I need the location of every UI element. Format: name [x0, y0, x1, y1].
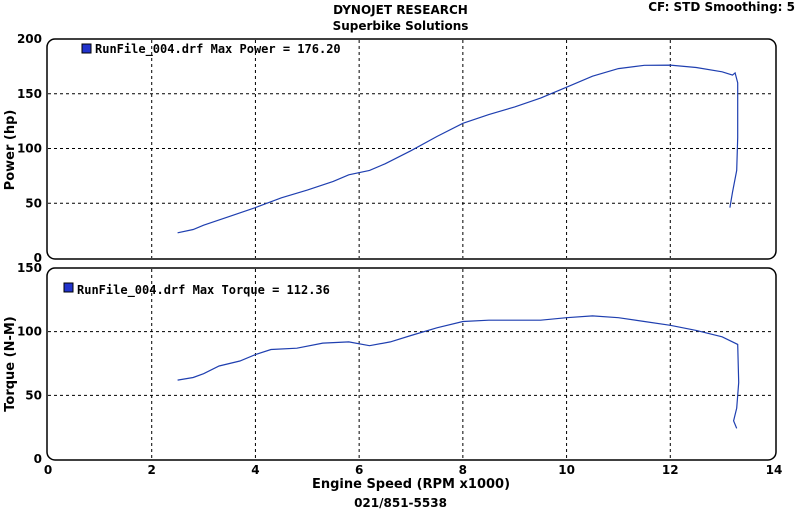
chart-subtitle: Superbike Solutions: [332, 19, 469, 33]
power-legend: RunFile_004.drf Max Power = 176.20: [81, 42, 341, 57]
y-tick-label: 0: [34, 251, 42, 265]
y-tick-label: 0: [34, 452, 42, 466]
chart-title: DYNOJET RESEARCH: [333, 3, 468, 17]
power-grid: [48, 40, 774, 258]
y-tick-label: 150: [17, 87, 42, 101]
x-tick-label: 4: [251, 463, 259, 477]
y-tick-label: 100: [17, 325, 42, 339]
y-tick-label: 150: [17, 261, 42, 275]
settings-readout: CF: STD Smoothing: 5: [648, 0, 795, 14]
x-tick-label: 0: [44, 463, 52, 477]
x-tick-label: 6: [355, 463, 363, 477]
torque-ylabel: Torque (N-M): [3, 316, 18, 411]
x-tick-label: 14: [766, 463, 783, 477]
x-tick-label: 10: [558, 463, 575, 477]
y-tick-label: 50: [25, 196, 42, 210]
x-tick-label: 8: [459, 463, 467, 477]
power-series-line: [177, 64, 739, 234]
power-ylabel: Power (hp): [3, 110, 18, 191]
y-tick-label: 200: [17, 32, 42, 46]
y-tick-label: 50: [25, 388, 42, 402]
x-tick-label: 12: [662, 463, 679, 477]
power-legend-icon: [81, 43, 92, 54]
xlabel: Engine Speed (RPM x1000): [312, 477, 510, 492]
y-tick-label: 100: [17, 142, 42, 156]
footer-phone: 021/851-5538: [354, 496, 447, 510]
torque-legend: RunFile_004.drf Max Torque = 112.36: [63, 282, 330, 298]
torque-series-line: [177, 315, 740, 429]
torque-legend-text: RunFile_004.drf Max Torque = 112.36: [77, 283, 330, 298]
power-legend-text: RunFile_004.drf Max Power = 176.20: [95, 42, 341, 57]
power-panel: [46, 38, 777, 260]
torque-grid: [48, 269, 774, 459]
x-tick-label: 2: [148, 463, 156, 477]
torque-panel: [46, 267, 777, 461]
torque-legend-icon: [63, 282, 74, 293]
